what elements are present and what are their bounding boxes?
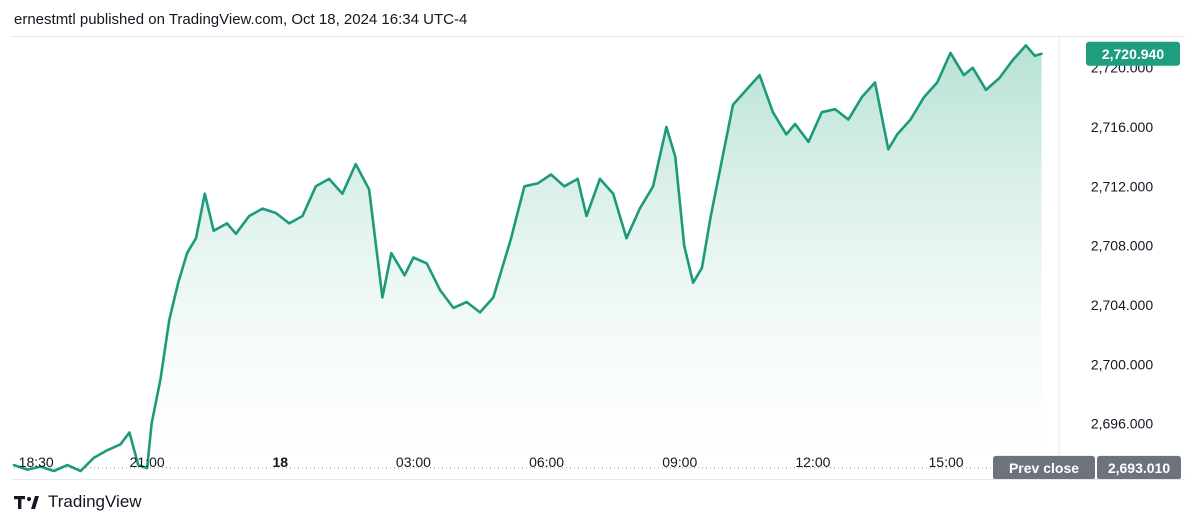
series-line <box>12 44 1043 473</box>
series-area <box>14 45 1042 475</box>
x-tick-label: 09:00 <box>662 454 697 470</box>
y-tick-label: 2,696.000 <box>1091 416 1153 432</box>
last-price-label: 2,720.940 <box>1102 46 1164 62</box>
y-tick-label: 2,708.000 <box>1091 238 1153 254</box>
x-tick-label: 18:30 <box>19 454 54 470</box>
x-tick-label: 18 <box>273 454 289 470</box>
y-tick-label: 2,704.000 <box>1091 297 1153 313</box>
x-tick-label: 03:00 <box>396 454 431 470</box>
x-tick-label: 15:00 <box>929 454 964 470</box>
y-tick-label: 2,712.000 <box>1091 178 1153 194</box>
tradingview-brand-text: TradingView <box>48 492 142 511</box>
x-tick-label: 06:00 <box>529 454 564 470</box>
x-tick-label: 12:00 <box>795 454 830 470</box>
prev-close-label: Prev close <box>1009 460 1079 476</box>
tradingview-logo-icon <box>14 496 39 509</box>
chart-frame[interactable]: 2,696.000 2,700.000 2,704.000 2,708.000 2,71… <box>12 36 1185 480</box>
prev-close-value-badge <box>1097 455 1181 479</box>
x-tick-label: 21:00 <box>130 454 165 470</box>
prev-close-tag <box>993 455 1095 479</box>
publish-info: ernestmtl published on TradingView.com, … <box>14 11 468 28</box>
y-tick-label: 2,700.000 <box>1091 356 1153 372</box>
y-tick-label: 2,716.000 <box>1091 119 1153 135</box>
price-chart[interactable]: 2,696.000 2,700.000 2,704.000 2,708.000 2,71… <box>12 37 1185 479</box>
tradingview-logo[interactable]: TradingView <box>14 492 142 512</box>
prev-close-value: 2,693.010 <box>1108 460 1170 476</box>
last-price-badge <box>1086 41 1180 66</box>
